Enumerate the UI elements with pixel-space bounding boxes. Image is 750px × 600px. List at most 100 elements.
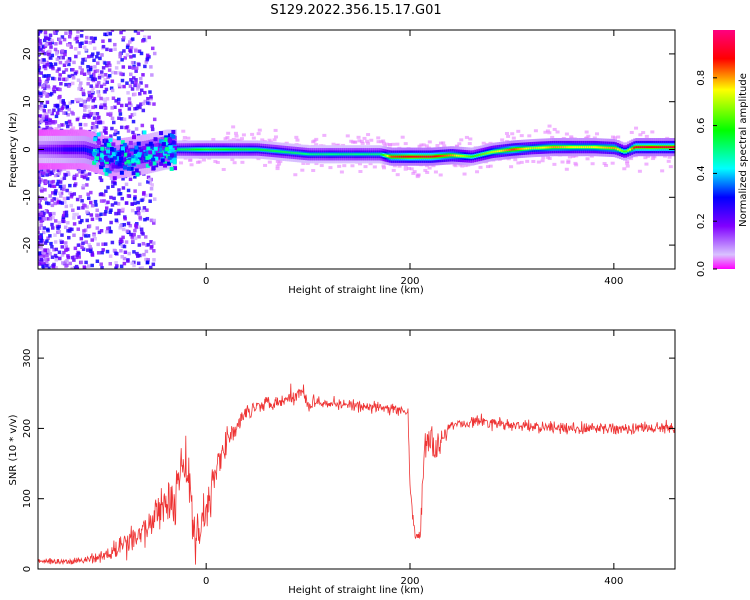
spectrogram-noise-cell — [115, 264, 119, 268]
spectrogram-blob-cell — [111, 142, 116, 147]
spectrogram-noise-cell — [45, 94, 50, 98]
spectrogram-noise-cell — [84, 40, 88, 44]
spectrogram-noise-cell — [145, 57, 149, 62]
spectrogram-ridge-cell — [355, 153, 359, 156]
spectrogram-blob-cell — [115, 164, 120, 169]
spectrogram-noise-cell — [53, 219, 58, 223]
spectrogram-ridge-cell — [178, 148, 181, 151]
spectrogram-noise-cell — [86, 77, 91, 81]
spectrogram-noise-cell — [73, 47, 78, 51]
spectrogram-halo-cell — [427, 140, 432, 144]
spectrogram-halo-cell — [403, 164, 408, 168]
spectrogram-ridge-cell — [219, 148, 222, 151]
spectrogram-noise-cell — [119, 224, 123, 228]
spectrogram-blob-cell — [171, 134, 176, 139]
spectrogram-noise-cell — [93, 65, 97, 69]
spectrogram-noise-cell — [124, 182, 129, 187]
spectrogram-halo-cell — [585, 157, 590, 161]
spectrogram-halo-cell — [667, 155, 672, 159]
spectrogram-noise-cell — [70, 73, 75, 78]
spectrogram-ridge-cell — [398, 155, 401, 158]
spectrogram-noise-cell — [132, 76, 136, 80]
spectrogram-noise-cell — [44, 180, 48, 185]
spectrogram-blob-cell — [148, 161, 153, 166]
spectrogram-noise-cell — [114, 211, 118, 216]
spectrogram-noise-cell — [54, 255, 59, 260]
spectrogram-noise-cell — [109, 176, 114, 180]
spectrogram-halo-cell — [319, 164, 324, 168]
spectrogram-noise-cell — [97, 75, 102, 80]
spectrogram-noise-cell — [60, 245, 64, 249]
spectrogram-noise-cell — [140, 123, 145, 128]
spectrogram-noise-cell — [86, 196, 91, 201]
spectrogram-noise-cell — [70, 266, 75, 269]
spectrogram-halo-cell — [272, 138, 277, 142]
spectrogram-noise-cell — [137, 211, 141, 216]
spectrogram-halo-cell — [273, 135, 278, 139]
spectrogram-noise-cell — [43, 30, 48, 35]
spectrogram-noise-cell — [97, 73, 102, 78]
spectrogram-noise-cell — [128, 115, 133, 119]
spectrogram-blob-cell — [107, 169, 112, 174]
spectrogram-blob-cell — [151, 166, 156, 171]
spectrogram-noise-cell — [94, 120, 99, 125]
spectrogram-noise-cell — [82, 265, 87, 269]
spectrogram-noise-cell — [119, 30, 123, 35]
spectrogram-noise-cell — [58, 167, 63, 172]
spectrogram-halo-cell — [267, 138, 272, 142]
spectrogram-noise-cell — [120, 243, 124, 248]
spectrogram-halo-cell — [311, 169, 316, 173]
spectrogram-noise-cell — [95, 55, 99, 59]
spectrogram-noise-cell — [79, 87, 83, 91]
spectrogram-halo-cell — [54, 127, 59, 131]
colorbar-label: Normalized spectral amplitude — [738, 73, 749, 227]
colorbar-tick-label: 0.8 — [696, 70, 707, 86]
spectrogram-noise-cell — [86, 264, 91, 268]
spectrogram-noise-cell — [142, 252, 146, 257]
spectrogram-halo-cell — [547, 131, 552, 135]
spectrogram-noise-cell — [119, 237, 123, 242]
spectrogram-ridge-cell — [406, 155, 410, 158]
spectrogram-noise-cell — [140, 266, 144, 269]
spectrogram-noise-cell — [55, 30, 59, 33]
spectrogram-halo-cell — [240, 160, 245, 164]
spectrogram-ridge-cell — [547, 146, 550, 149]
spectrogram-ridge-cell — [286, 151, 289, 154]
spectrogram-ridge-cell — [663, 146, 666, 149]
spectrogram-ridge-cell — [372, 153, 375, 156]
spectrogram-blob-cell — [115, 161, 120, 166]
spectrogram-noise-cell — [38, 64, 40, 68]
spectrogram-ridge-cell — [527, 147, 530, 150]
spectrogram-noise-cell — [64, 68, 69, 72]
spectrogram-blob-cell — [168, 145, 173, 150]
spectrogram-ridge-cell — [464, 155, 467, 158]
spectrogram-ridge-cell — [541, 146, 544, 149]
spectrogram-ridge-cell — [649, 146, 652, 149]
spectrogram-blob-cell — [154, 143, 159, 148]
spectrogram-ridge-cell — [205, 148, 208, 151]
spectrogram-ridge-cell — [525, 147, 528, 150]
spectrogram-ridge-cell — [335, 153, 338, 156]
spectrogram-blob-cell — [100, 146, 105, 151]
spectrogram-blob-cell — [161, 142, 166, 147]
spectrogram-ridge-cell — [572, 146, 575, 149]
spectrogram-noise-cell — [101, 39, 105, 43]
spectrogram-halo-cell — [625, 161, 630, 165]
spectrogram-noise-cell — [45, 253, 49, 258]
spectrogram-noise-cell — [134, 66, 139, 70]
spectrogram-noise-cell — [62, 102, 66, 106]
spectrogram-ridge-cell — [498, 150, 501, 153]
spectrogram-noise-cell — [108, 32, 113, 36]
spectrogram-blob-cell — [130, 155, 135, 160]
spectrogram-noise-cell — [81, 57, 85, 62]
spectrogram-ridge-cell — [627, 149, 630, 152]
spectrogram-noise-cell — [134, 127, 139, 131]
spectrogram-noise-cell — [143, 217, 147, 222]
spectrogram-noise-cell — [84, 234, 88, 238]
spectrogram-noise-cell — [105, 63, 109, 68]
spectrogram-noise-cell — [60, 49, 65, 53]
spectrogram-ridge-cell — [188, 148, 192, 151]
spectrogram-noise-cell — [113, 105, 117, 109]
spectrogram-noise-cell — [38, 44, 41, 48]
spectrogram-noise-cell — [39, 219, 43, 224]
